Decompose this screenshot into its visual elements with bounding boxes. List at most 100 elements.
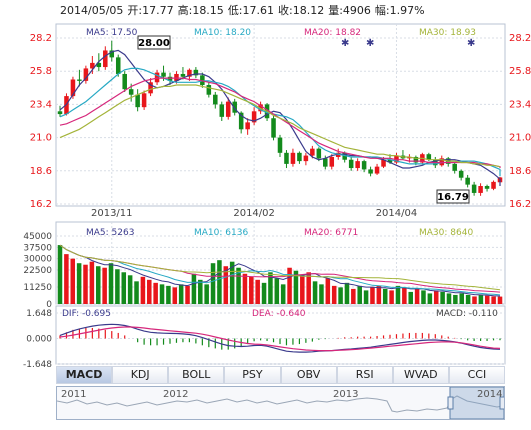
candle-body <box>323 158 328 167</box>
volume-tick: 30000 <box>23 255 52 265</box>
candle-body <box>284 152 289 164</box>
volume-bar <box>121 272 127 304</box>
volume-bar <box>229 261 235 304</box>
candle-body <box>219 104 225 117</box>
candle-body <box>452 163 457 171</box>
volume-bar <box>440 291 445 304</box>
candle-body <box>109 50 115 58</box>
candle-body <box>387 159 393 163</box>
tab-boll[interactable]: BOLL <box>168 366 225 384</box>
volume-bar <box>147 279 152 304</box>
vol-ma20-label: MA20: 6771 <box>304 228 358 238</box>
quote-change: 幅:1.97% <box>374 4 425 17</box>
price-tick-left: 16.2 <box>30 199 52 210</box>
volume-tick: 0 <box>46 300 52 310</box>
volume-bar <box>433 290 439 304</box>
candle-body <box>290 152 296 164</box>
candle-body <box>122 73 127 90</box>
volume-bar <box>134 281 139 304</box>
price-tick-right: 25.8 <box>509 66 531 77</box>
volume-bar <box>76 263 82 304</box>
tab-kdj[interactable]: KDJ <box>112 366 169 384</box>
tab-macd[interactable]: MACD <box>56 366 113 384</box>
candle-body <box>115 57 121 74</box>
ma20-label: MA20: 18.82 <box>304 28 361 38</box>
candle-body <box>141 93 147 108</box>
candle-body <box>316 148 322 159</box>
candle-body <box>329 156 335 167</box>
volume-bar <box>497 296 503 304</box>
star-marker-icon[interactable]: ✱ <box>341 38 349 49</box>
macd-label: MACD: -0.110 <box>436 309 498 319</box>
timeline-navigator[interactable]: 2011 2012 2013 2014 <box>56 386 505 420</box>
macd-tick: -1.648 <box>23 360 52 370</box>
candle-body <box>180 73 186 77</box>
candle-body <box>458 170 464 178</box>
low-callout: 16.79 <box>436 189 470 204</box>
candle-body <box>368 169 373 174</box>
volume-bar <box>484 295 490 304</box>
dif-label: DIF: -0.695 <box>62 309 111 319</box>
nav-year-2012: 2012 <box>163 389 189 400</box>
high-callout: 28.00 <box>137 35 171 50</box>
tab-rsi[interactable]: RSI <box>336 366 393 384</box>
dea-line <box>59 326 501 352</box>
date-tick: 2013/11 <box>91 208 133 219</box>
candle-body <box>103 50 108 68</box>
price-tick-left: 18.6 <box>30 166 52 177</box>
volume-bar <box>344 282 350 304</box>
tab-psy[interactable]: PSY <box>224 366 281 384</box>
volume-bar <box>421 290 426 304</box>
indicator-tabs: MACD KDJ BOLL PSY OBV RSI WVAD CCI <box>56 366 505 384</box>
navigator-right-handle[interactable] <box>499 396 504 410</box>
vol-ma30-label: MA30: 8640 <box>419 228 473 238</box>
star-marker-icon[interactable]: ✱ <box>366 38 374 49</box>
candle-body <box>361 161 367 170</box>
candle-body <box>70 79 76 97</box>
date-tick: 2014/02 <box>233 208 275 219</box>
volume-bar <box>159 284 165 304</box>
candle-body <box>471 184 477 193</box>
volume-bar <box>306 272 311 304</box>
tab-cci[interactable]: CCI <box>448 366 505 384</box>
candle-body <box>310 148 315 156</box>
volume-bar <box>217 260 222 304</box>
tab-wvad[interactable]: WVAD <box>392 366 449 384</box>
star-marker-icon[interactable]: ✱ <box>467 38 475 49</box>
volume-bar <box>274 278 280 304</box>
navigator-selection[interactable] <box>449 387 504 419</box>
ma-line-ma10 <box>59 67 501 177</box>
candle-body <box>271 118 276 138</box>
candle-body <box>381 159 386 167</box>
candle-body <box>413 156 419 163</box>
price-axis: 28.2 28.2 25.8 25.8 23.4 23.4 21.0 21.0 18.6 18.6… <box>30 33 531 219</box>
volume-bar <box>300 275 305 304</box>
quote-date: 2014/05/05 <box>60 4 124 17</box>
volume-bar <box>287 267 292 304</box>
nav-year-2014: 2014 <box>477 389 503 400</box>
price-tick-right: 18.6 <box>509 166 531 177</box>
volume-bar <box>198 279 203 304</box>
quote-open: 开:17.77 <box>127 4 174 17</box>
macd-panel-frame <box>55 305 506 365</box>
candle-body <box>238 112 244 130</box>
volume-bar <box>293 270 299 304</box>
volume-bar <box>370 287 375 304</box>
candle-body <box>148 82 153 94</box>
volume-bar <box>312 281 318 304</box>
volume-bar <box>408 291 413 304</box>
volume-bar <box>446 293 452 304</box>
candle-body <box>83 68 89 81</box>
price-tick-left: 28.2 <box>30 33 52 44</box>
navigator-left-handle[interactable] <box>447 396 454 410</box>
volume-bar <box>389 290 394 304</box>
volume-bar <box>140 276 146 304</box>
nav-year-2011: 2011 <box>61 389 87 400</box>
volume-bar <box>191 273 197 304</box>
date-tick: 2014/04 <box>376 208 418 219</box>
volume-bar <box>465 294 471 304</box>
candle-body <box>465 177 470 185</box>
tab-obv[interactable]: OBV <box>280 366 337 384</box>
